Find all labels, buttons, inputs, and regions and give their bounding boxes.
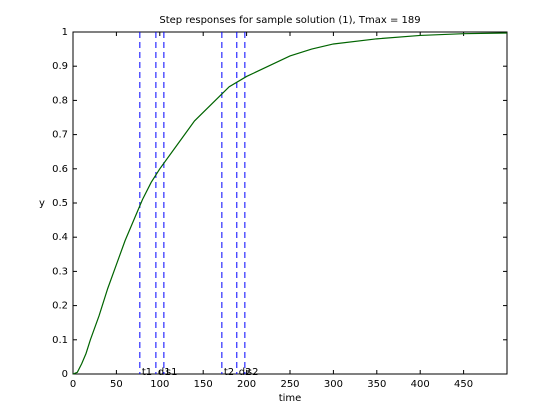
marker-label: t1	[142, 367, 152, 378]
x-tick-label: 300	[324, 379, 343, 390]
x-tick-label: 350	[367, 379, 386, 390]
plot-area	[72, 31, 508, 375]
y-tick-label: 0	[62, 369, 68, 380]
y-tick-label: 0.8	[52, 95, 68, 106]
chart-title: Step responses for sample solution (1), …	[159, 15, 420, 26]
x-tick-label: 0	[70, 379, 76, 390]
y-tick-label: 0.9	[52, 61, 68, 72]
y-tick-label: 0.2	[52, 301, 68, 312]
y-tick-label: 0.6	[52, 164, 68, 175]
series-line	[72, 32, 508, 375]
x-tick-label: 250	[280, 379, 299, 390]
x-axis-label: time	[279, 393, 302, 404]
x-tick-label: 100	[150, 379, 169, 390]
marker-label: t2	[224, 367, 234, 378]
marker-label: s1	[166, 367, 178, 378]
x-tick-label: 200	[237, 379, 256, 390]
marker-label: s2	[247, 367, 259, 378]
x-tick-label: 450	[454, 379, 473, 390]
y-tick-label: 0.5	[52, 198, 68, 209]
y-tick-label: 0.7	[52, 130, 68, 141]
y-tick-label: 0.3	[52, 266, 68, 277]
x-tick-label: 150	[194, 379, 213, 390]
y-tick-label: 0.1	[52, 335, 68, 346]
y-tick-label: 0.4	[52, 232, 68, 243]
x-tick-label: 400	[411, 379, 430, 390]
x-tick-label: 50	[110, 379, 123, 390]
y-tick-label: 1	[62, 27, 68, 38]
y-axis-label: y	[39, 198, 45, 209]
